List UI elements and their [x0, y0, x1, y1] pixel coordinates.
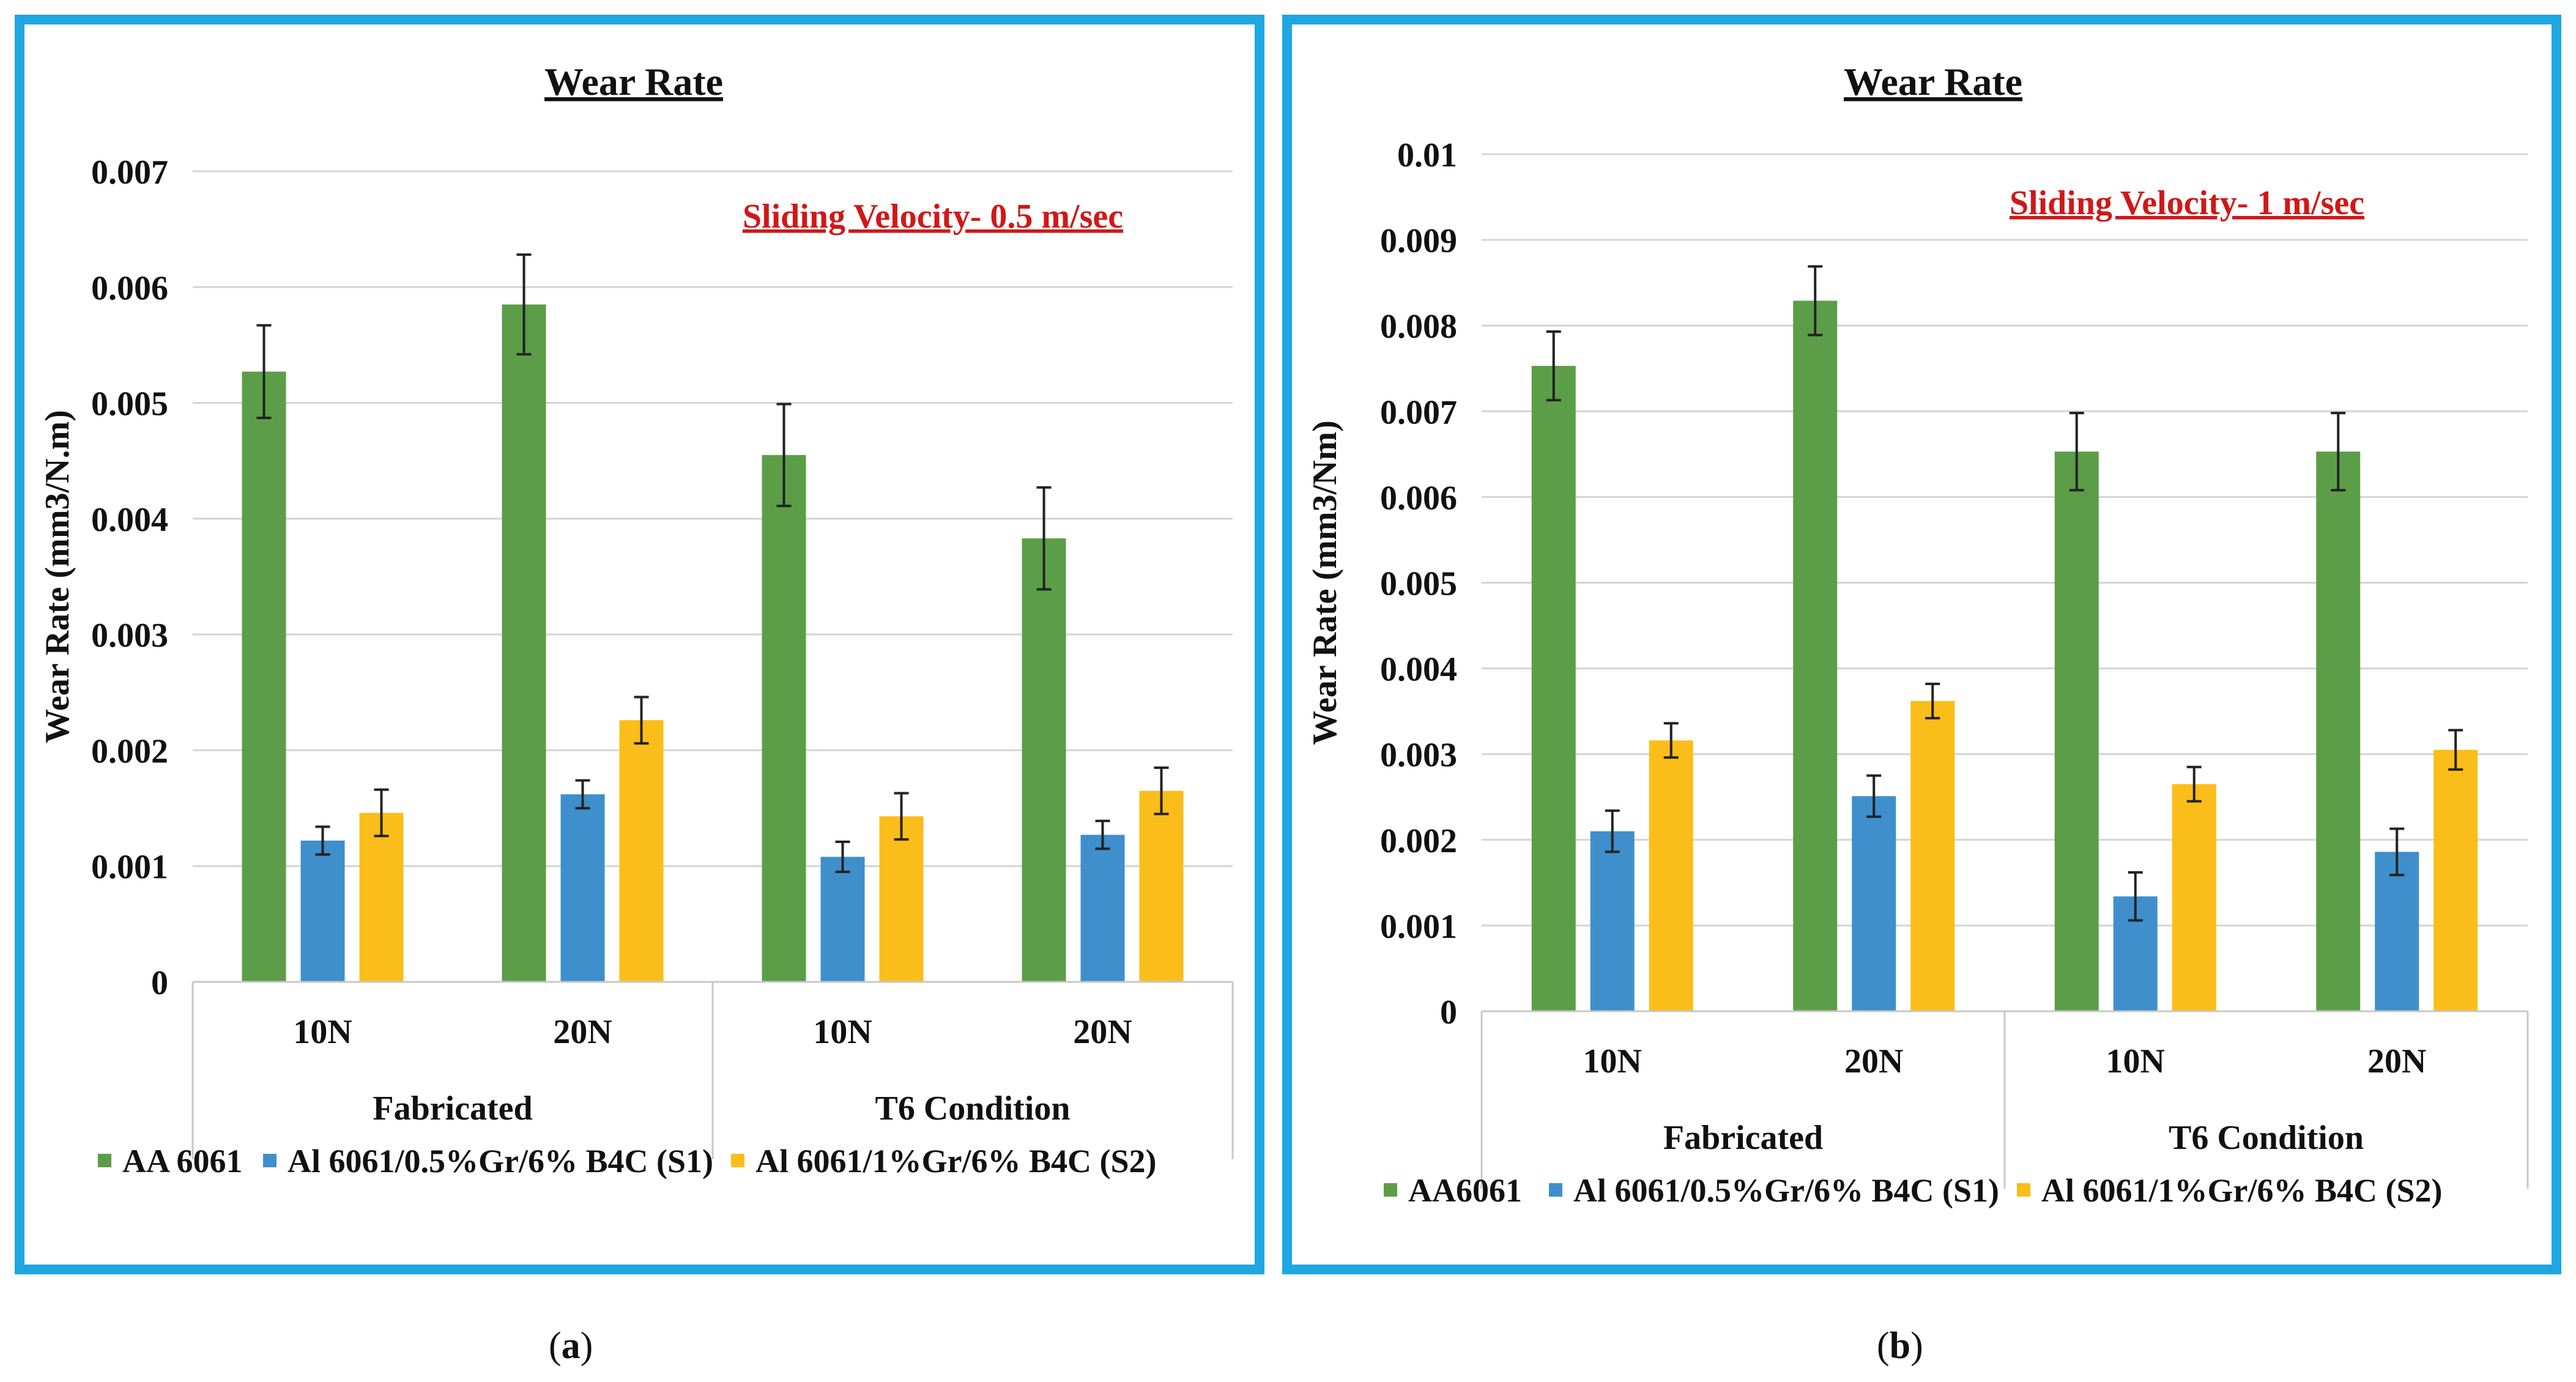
caption-a: (a) [549, 1325, 593, 1367]
bar [2172, 784, 2216, 1011]
legend-label: Al 6061/0.5%Gr/6% B4C (S1) [288, 1143, 713, 1180]
y-tick-label: 0.002 [91, 732, 168, 770]
bar [560, 794, 605, 982]
sliding-velocity-annotation: Sliding Velocity- 1 m/sec [2010, 184, 2364, 222]
bar [1080, 834, 1125, 982]
bar [1022, 538, 1066, 982]
bar [1531, 366, 1576, 1011]
bar [619, 720, 664, 982]
y-tick-label: 0.009 [1380, 222, 1457, 260]
x-category-label: 10N [1583, 1042, 1642, 1080]
chart-title: Wear Rate [1844, 60, 2022, 103]
x-group-label: Fabricated [373, 1090, 532, 1128]
legend-swatch [2017, 1183, 2030, 1197]
bar [1139, 790, 1184, 982]
legend-swatch [1384, 1183, 1397, 1197]
y-tick-label: 0.006 [91, 269, 168, 307]
chart-panel-b: Wear Rate 0 0.001 0.002 0.003 0.004 0.005 0.006… [1282, 15, 2561, 1274]
caption-b-letter: b [1889, 1325, 1911, 1367]
y-tick-label: 0.005 [91, 385, 168, 423]
chart-title: Wear Rate [544, 60, 723, 103]
x-group-label: Fabricated [1663, 1119, 1823, 1157]
bar [762, 455, 806, 982]
y-tick-label: 0.006 [1380, 479, 1457, 517]
bar [242, 371, 286, 982]
legend-swatch [263, 1154, 277, 1167]
chart-a: Wear Rate 0 0.001 0.002 0.003 0.004 0.005 0.006… [39, 60, 1234, 1180]
x-category-label: 10N [813, 1013, 872, 1051]
x-group-label: T6 Condition [2169, 1119, 2364, 1157]
y-axis-label: Wear Rate (mm3/Nm) [1306, 420, 1344, 745]
bar [1590, 831, 1635, 1011]
bar [820, 856, 865, 982]
legend-label: Al 6061/1%Gr/6% B4C (S2) [2041, 1172, 2443, 1209]
y-tick-label: 0.005 [1380, 565, 1457, 603]
bar [502, 304, 546, 982]
y-tick-label: 0 [151, 964, 168, 1002]
y-tick-label: 0.001 [91, 849, 168, 886]
x-category-label: 20N [2367, 1042, 2426, 1080]
chart-panel-a: Wear Rate 0 0.001 0.002 0.003 0.004 0.005 0.006… [15, 15, 1264, 1274]
caption-b: (b) [1877, 1325, 1923, 1367]
legend-swatch [98, 1154, 111, 1167]
legend-label: Al 6061/1%Gr/6% B4C (S2) [755, 1143, 1157, 1180]
legend-label: Al 6061/0.5%Gr/6% B4C (S1) [1573, 1172, 1999, 1209]
bar [1793, 300, 1838, 1011]
bar [1852, 796, 1896, 1011]
chart-b: Wear Rate 0 0.001 0.002 0.003 0.004 0.005 0.006… [1306, 60, 2529, 1209]
legend-label: AA6061 [1408, 1172, 1522, 1209]
sliding-velocity-annotation: Sliding Velocity- 0.5 m/sec [743, 198, 1123, 236]
y-tick-label: 0.003 [91, 617, 168, 655]
x-category-label: 20N [1844, 1042, 1903, 1080]
bar [1910, 700, 1955, 1011]
x-category-label: 20N [553, 1013, 612, 1051]
caption-a-letter: a [561, 1325, 581, 1367]
legend-label: AA 6061 [122, 1143, 243, 1180]
bar [879, 816, 924, 982]
y-axis-label: Wear Rate (mm3/N.m) [39, 410, 76, 743]
y-tick-label: 0 [1440, 994, 1457, 1031]
y-tick-label: 0.004 [91, 501, 168, 539]
y-tick-label: 0.01 [1397, 136, 1457, 174]
bar [2054, 451, 2099, 1011]
y-tick-label: 0.003 [1380, 737, 1457, 775]
y-tick-label: 0.007 [1380, 393, 1457, 431]
y-tick-label: 0.002 [1380, 822, 1457, 860]
y-tick-label: 0.008 [1380, 308, 1457, 346]
y-tick-label: 0.001 [1380, 908, 1457, 946]
bar [359, 812, 404, 982]
legend-swatch [1549, 1183, 1562, 1197]
bar [300, 841, 345, 982]
bar [2375, 852, 2419, 1011]
x-category-label: 10N [293, 1013, 352, 1051]
y-tick-label: 0.007 [91, 154, 168, 191]
bar [2433, 749, 2478, 1011]
x-category-label: 20N [1073, 1013, 1132, 1051]
bar [1649, 740, 1693, 1011]
bar [2316, 451, 2361, 1011]
y-tick-label: 0.004 [1380, 651, 1457, 689]
legend-swatch [731, 1154, 744, 1167]
x-group-label: T6 Condition [875, 1090, 1071, 1128]
x-category-label: 10N [2106, 1042, 2165, 1080]
